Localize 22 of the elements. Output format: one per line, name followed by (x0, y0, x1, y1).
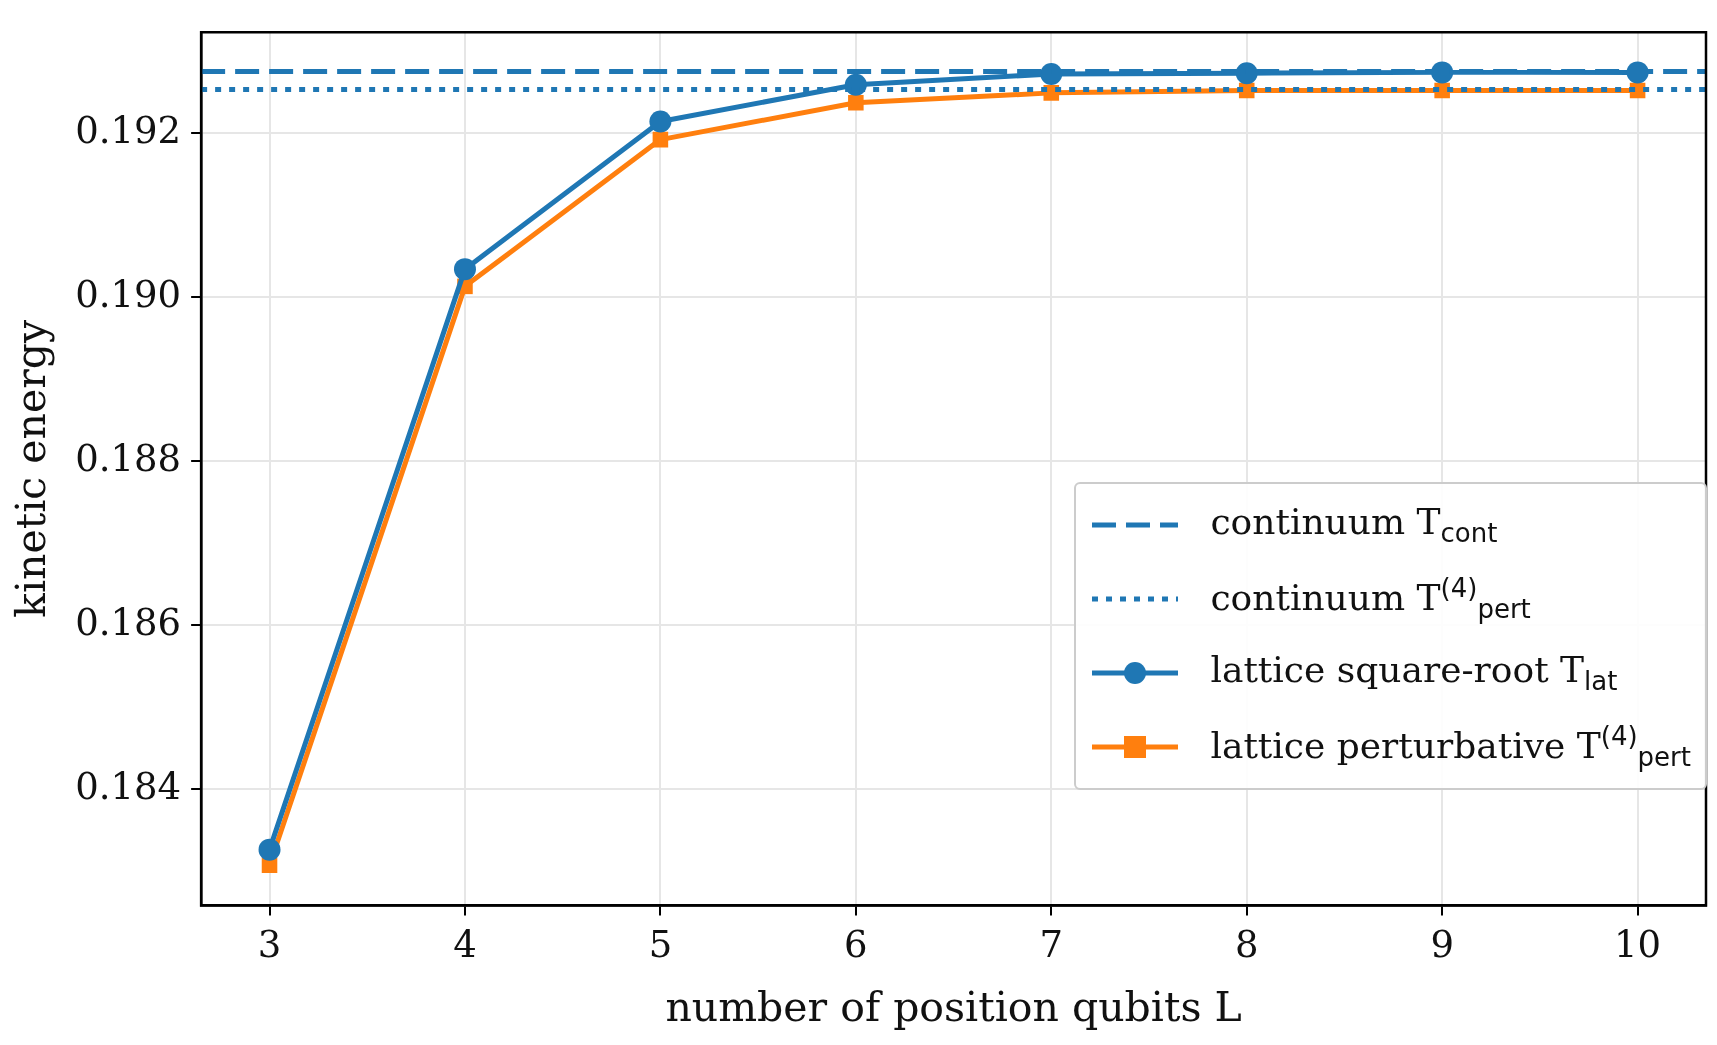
x-axis-title: number of position qubits L (665, 983, 1242, 1032)
y-axis-title: kinetic energy (7, 318, 56, 618)
x-tick-label: 6 (844, 923, 868, 967)
y-tick-label: 0.184 (75, 764, 182, 808)
y-tick-label: 0.188 (75, 436, 182, 480)
y-tick-label: 0.192 (75, 108, 182, 152)
point (652, 131, 669, 148)
legend-label: continuum T$_{cont}$ (1210, 501, 1498, 549)
x-tick-label: 4 (453, 923, 477, 967)
x-tick-label: 3 (257, 923, 282, 967)
point (649, 110, 672, 133)
legend-label: lattice square-root T$_{lat}$ (1210, 649, 1618, 697)
x-tick-label: 5 (648, 923, 673, 967)
point (848, 94, 864, 111)
y-tick-label: 0.186 (75, 600, 182, 644)
point (453, 258, 476, 281)
x-tick-label: 9 (1430, 923, 1454, 967)
x-tick-label: 10 (1614, 923, 1662, 967)
x-tick-label: 8 (1234, 923, 1259, 967)
y-tick-label: 0.190 (75, 272, 182, 316)
point (258, 838, 281, 861)
x-tick-label: 7 (1039, 923, 1064, 967)
